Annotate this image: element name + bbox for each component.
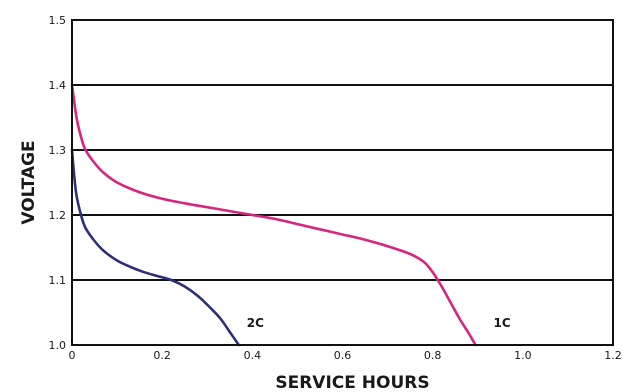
x-tick-label: 0.8: [424, 349, 442, 362]
x-tick-labels: 0 0.2 0.4 0.6 0.8 1.0 1.2: [69, 349, 622, 362]
y-tick-label: 1.3: [49, 144, 67, 157]
y-tick-label: 1.0: [49, 339, 67, 352]
x-axis-title: SERVICE HOURS: [275, 373, 429, 392]
series-annotations: 2C 1C: [247, 316, 511, 330]
series-label-2c: 2C: [247, 316, 264, 330]
x-tick-label: 0.4: [244, 349, 262, 362]
y-axis-title: VOLTAGE: [19, 140, 39, 224]
plot-frame: [71, 19, 614, 346]
y-tick-label: 1.4: [49, 79, 67, 92]
grid-layer: [72, 84, 613, 281]
frame-layer: [71, 19, 614, 346]
series-line-2c: [70, 148, 241, 347]
x-tick-label: 1.2: [604, 349, 622, 362]
x-tick-label: 0.6: [334, 349, 352, 362]
x-tick-label: 1.0: [514, 349, 532, 362]
y-tick-labels: 1.0 1.1 1.2 1.3 1.4 1.5: [49, 14, 67, 352]
y-tick-label: 1.5: [49, 14, 67, 27]
y-tick-label: 1.2: [49, 209, 67, 222]
y-tick-label: 1.1: [49, 274, 67, 287]
series-line-1c: [70, 83, 477, 347]
x-tick-label: 0: [69, 349, 76, 362]
series-layer: [70, 83, 477, 347]
series-label-1c: 1C: [493, 316, 510, 330]
x-tick-label: 0.2: [153, 349, 171, 362]
